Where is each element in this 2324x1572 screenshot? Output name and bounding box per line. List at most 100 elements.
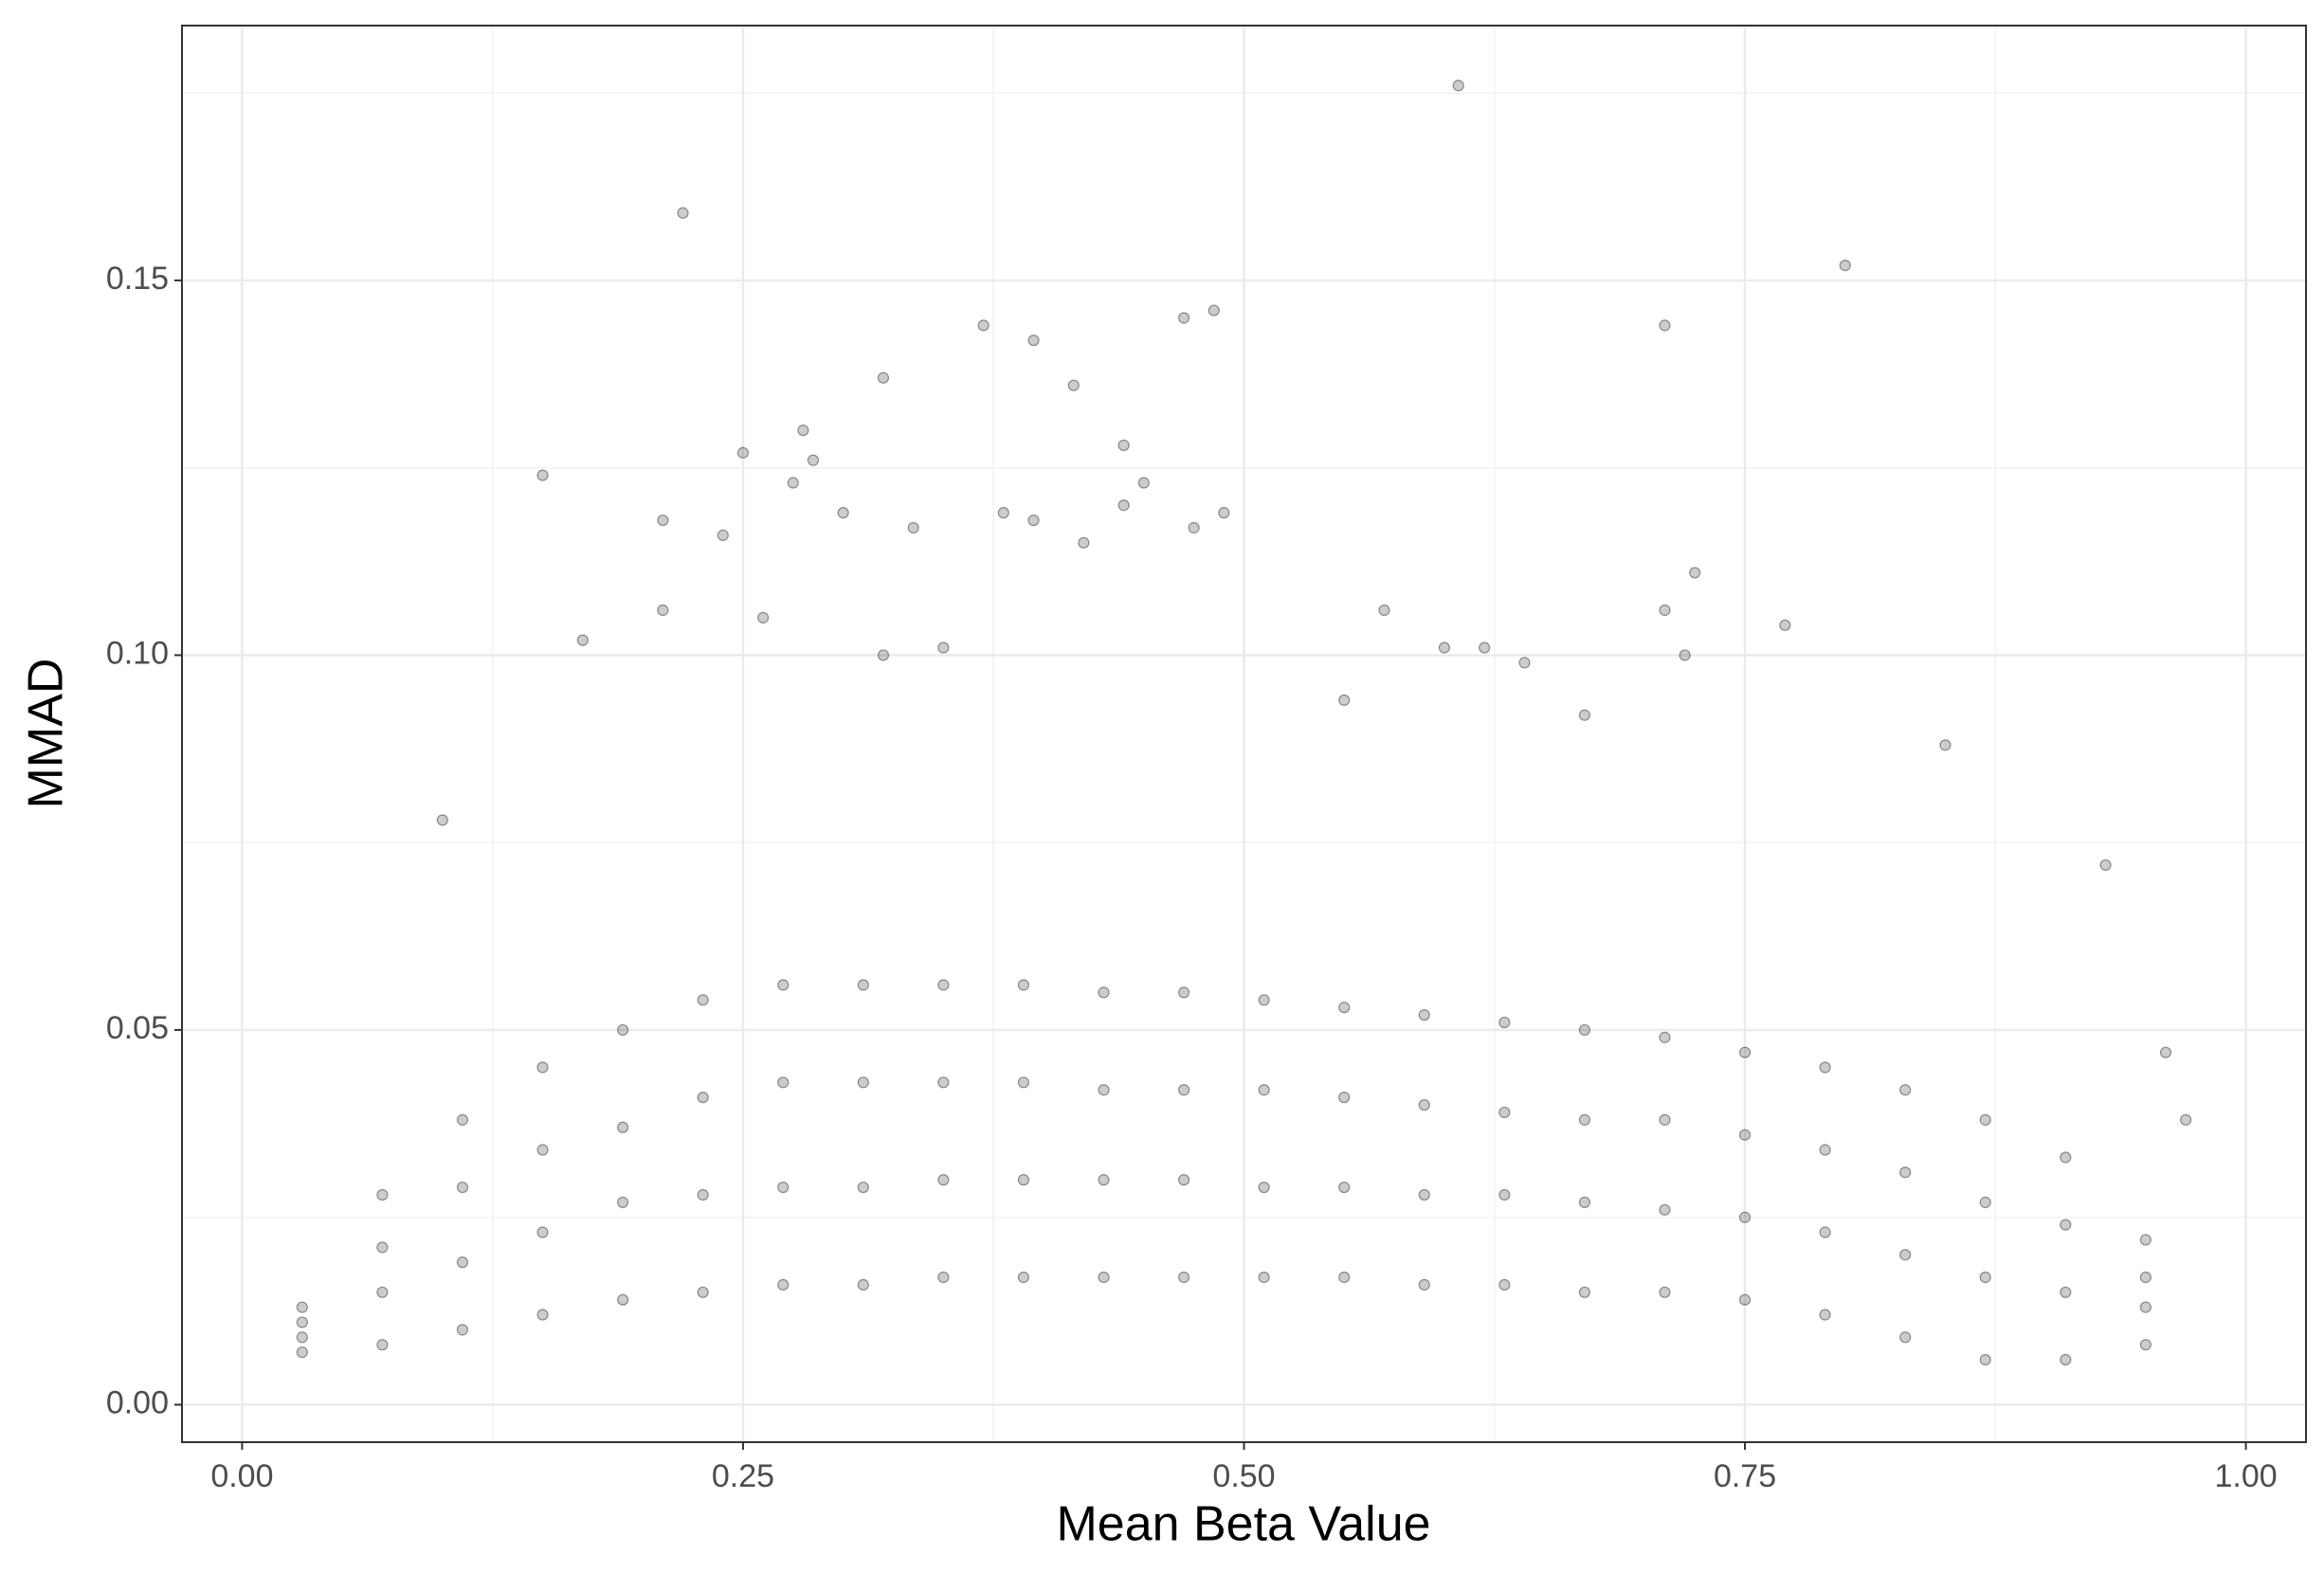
- point: [1117, 499, 1130, 512]
- point: [536, 1061, 549, 1074]
- x-tick-label: 0.00: [210, 1458, 273, 1494]
- point: [937, 641, 950, 654]
- point: [1899, 1084, 1912, 1096]
- point: [1438, 641, 1451, 654]
- point: [1017, 1271, 1030, 1284]
- point: [877, 371, 890, 384]
- point: [1578, 709, 1591, 721]
- labels: 0.00 0.25 0.50 0.75 1.00 0.00 0.05 0.10 0.15: [106, 261, 2278, 1494]
- point: [777, 1181, 790, 1194]
- point: [1979, 1353, 1991, 1366]
- point: [937, 979, 950, 991]
- point: [2180, 1113, 2192, 1126]
- point: [1819, 1226, 1831, 1238]
- points: [296, 80, 2192, 1366]
- point: [1518, 657, 1531, 669]
- point: [1258, 1181, 1270, 1194]
- point: [536, 1226, 549, 1238]
- point: [1067, 379, 1080, 391]
- point: [1452, 80, 1464, 92]
- point: [777, 979, 790, 991]
- point: [456, 1181, 469, 1194]
- point: [536, 1309, 549, 1321]
- point: [1679, 649, 1691, 661]
- point: [657, 514, 669, 527]
- x-tick-label: 0.25: [712, 1458, 774, 1494]
- point: [1177, 1271, 1190, 1284]
- point: [376, 1339, 389, 1351]
- point: [857, 1076, 869, 1089]
- point: [1177, 312, 1190, 324]
- point: [2060, 1286, 2072, 1298]
- point: [1498, 1106, 1511, 1119]
- point: [576, 634, 589, 646]
- y-tick-label: 0.05: [106, 1010, 169, 1046]
- point: [1839, 260, 1851, 272]
- y-tick-label: 0.10: [106, 635, 169, 671]
- point: [1899, 1331, 1912, 1344]
- point: [1117, 439, 1130, 452]
- x-tick-label: 1.00: [2214, 1458, 2277, 1494]
- point: [617, 1196, 629, 1208]
- point: [2139, 1339, 2152, 1351]
- point: [617, 1023, 629, 1037]
- point: [1819, 1144, 1831, 1156]
- point: [1939, 739, 1952, 751]
- point: [1578, 1196, 1591, 1208]
- y-tick-label: 0.15: [106, 261, 169, 297]
- point: [1017, 979, 1030, 991]
- point: [1177, 986, 1190, 999]
- point: [1338, 1002, 1351, 1014]
- point: [2060, 1353, 2072, 1366]
- point: [1498, 1016, 1511, 1029]
- point: [456, 1324, 469, 1336]
- point: [296, 1331, 308, 1344]
- point: [1258, 1084, 1270, 1096]
- point: [1659, 1203, 1671, 1216]
- point: [2139, 1271, 2152, 1284]
- point: [1578, 1113, 1591, 1126]
- point: [797, 425, 809, 437]
- point: [617, 1293, 629, 1306]
- point: [1819, 1061, 1831, 1074]
- x-tick-label: 0.75: [1714, 1458, 1776, 1494]
- point: [1027, 514, 1040, 527]
- point: [807, 454, 820, 466]
- point: [2060, 1151, 2072, 1164]
- point: [1017, 1174, 1030, 1186]
- point: [376, 1286, 389, 1298]
- point: [1738, 1129, 1752, 1141]
- point: [456, 1256, 469, 1269]
- point: [1418, 1278, 1430, 1291]
- point: [907, 521, 919, 534]
- point: [857, 1278, 869, 1291]
- point: [1078, 536, 1090, 549]
- point: [2139, 1234, 2152, 1246]
- point: [697, 1286, 709, 1298]
- point: [1899, 1166, 1912, 1179]
- point: [757, 611, 770, 623]
- point: [296, 1346, 308, 1359]
- point: [1659, 604, 1671, 617]
- point: [1137, 477, 1150, 489]
- point: [1689, 567, 1701, 579]
- point: [1338, 1092, 1351, 1104]
- point: [1418, 1188, 1430, 1202]
- point: [1338, 1181, 1351, 1194]
- point: [787, 477, 799, 489]
- point: [857, 979, 869, 991]
- point: [1098, 1271, 1110, 1284]
- point: [1738, 1211, 1752, 1223]
- point: [1258, 994, 1270, 1006]
- point: [376, 1188, 389, 1202]
- point: [657, 604, 669, 617]
- y-axis-title: MMAD: [19, 659, 74, 809]
- point: [1418, 1098, 1430, 1111]
- point: [1418, 1009, 1430, 1021]
- point: [937, 1076, 950, 1089]
- point: [536, 1144, 549, 1156]
- point: [937, 1174, 950, 1186]
- point: [1498, 1278, 1511, 1291]
- point: [1479, 641, 1491, 654]
